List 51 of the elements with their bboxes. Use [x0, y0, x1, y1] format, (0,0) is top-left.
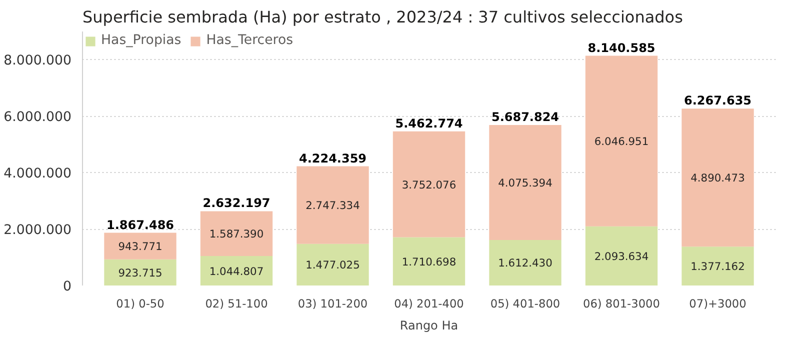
- data-label: 1.044.807: [209, 264, 264, 278]
- total-label: 5.462.774: [395, 116, 463, 130]
- x-tick-label: 02) 51-100: [205, 296, 268, 310]
- bar: [104, 259, 176, 286]
- x-tick-label: 05) 401-800: [490, 296, 560, 310]
- y-tick-label: 8.000.000: [4, 54, 72, 69]
- total-label: 1.867.486: [106, 218, 174, 232]
- bar: [682, 108, 754, 247]
- x-axis-title: Rango Ha: [400, 318, 458, 332]
- data-label: 2.747.334: [306, 199, 360, 212]
- data-label: 2.093.634: [594, 250, 649, 263]
- bar: [489, 124, 562, 240]
- x-tick-label: 04) 201-400: [394, 296, 464, 310]
- data-label: 6.046.951: [594, 135, 649, 148]
- bar: [296, 166, 369, 244]
- legend-label: Has_Terceros: [206, 33, 294, 48]
- data-label: 4.075.394: [498, 176, 553, 190]
- data-label: 1.612.430: [498, 256, 553, 270]
- y-tick-label: 6.000.000: [4, 110, 72, 126]
- total-label: 2.632.197: [202, 196, 270, 210]
- legend-label: Has_Propias: [101, 33, 182, 48]
- bar: [392, 237, 466, 286]
- bar: [392, 131, 466, 238]
- data-label: 1.377.162: [690, 260, 745, 274]
- data-label: 923.715: [118, 266, 162, 280]
- total-label: 6.267.635: [684, 94, 752, 108]
- x-tick-label: 07)+3000: [689, 296, 746, 310]
- bar: [200, 211, 273, 256]
- bar: [489, 240, 562, 286]
- y-tick-label: 4.000.000: [4, 166, 72, 182]
- data-label: 1.710.698: [402, 255, 456, 268]
- data-label: 3.752.076: [402, 178, 456, 192]
- total-label: 8.140.585: [588, 40, 656, 55]
- data-label: 943.771: [118, 240, 162, 254]
- data-label: 1.587.390: [209, 228, 264, 241]
- total-label: 4.224.359: [298, 151, 367, 166]
- bar: [585, 226, 658, 286]
- bar: [200, 256, 273, 286]
- chart-title: Superficie sembrada (Ha) por estrato , 2023/24 : 37 cultivos seleccionados: [82, 8, 683, 26]
- y-tick-label: 2.000.000: [4, 223, 72, 238]
- bar: [296, 244, 369, 286]
- data-label: 1.477.025: [306, 258, 360, 272]
- bar: [682, 246, 754, 286]
- x-tick-label: 03) 101-200: [298, 296, 368, 310]
- total-label: 5.687.824: [491, 110, 560, 124]
- x-tick-label: 06) 801-3000: [583, 296, 660, 310]
- bar: [585, 56, 658, 226]
- y-tick-label: 0: [63, 280, 72, 294]
- data-label: 4.890.473: [690, 172, 745, 185]
- bar: [104, 232, 176, 260]
- x-tick-label: 01) 0-50: [116, 296, 164, 310]
